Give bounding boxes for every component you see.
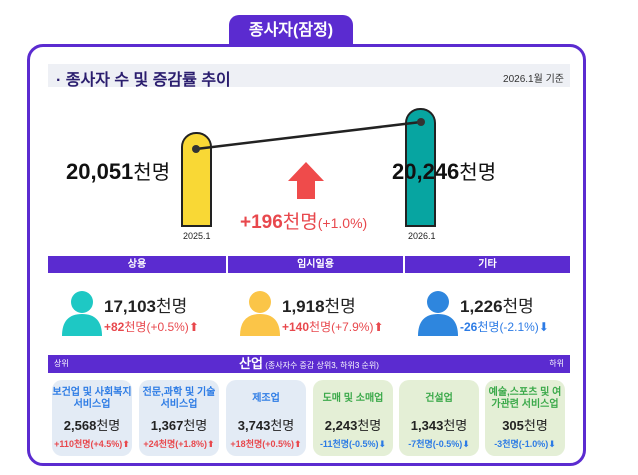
- total-change: +196천명(+1.0%): [240, 212, 368, 233]
- type-change: +82천명(+0.5%)⬆: [104, 320, 199, 334]
- industry-card: 전문,과학 및 기술 서비스업 1,367천명 +24천명(+1.8%)⬆: [139, 380, 219, 456]
- up-arrow-icon: ⬆: [373, 320, 384, 334]
- prev-total: 20,051천명: [66, 159, 171, 184]
- industry-card: 도매 및 소매업 2,243천명 -11천명(-0.5%)⬇: [313, 380, 393, 456]
- up-arrow-icon: ⬆: [207, 439, 215, 449]
- industry-change: -11천명(-0.5%)⬇: [319, 439, 387, 449]
- industry-name: 건설업: [425, 393, 453, 404]
- curr-bar: [405, 108, 436, 227]
- type-value: 17,103천명: [104, 297, 188, 316]
- up-arrow-icon: ⬆: [122, 439, 130, 449]
- industry-name: 예술,스포츠 및 여가관련 서비스업: [488, 387, 562, 410]
- up-arrow-icon: ⬆: [188, 320, 199, 334]
- bottom-label: 하위: [549, 359, 564, 368]
- curr-label: 2026.1: [408, 231, 436, 241]
- industry-change: +18천명(+0.5%)⬆: [230, 439, 302, 449]
- industry-change: +24천명(+1.8%)⬆: [143, 439, 215, 449]
- type-value: 1,226천명: [460, 297, 534, 316]
- industry-card: 건설업 1,343천명 -7천명(-0.5%)⬇: [399, 380, 479, 456]
- industry-card: 제조업 3,743천명 +18천명(+0.5%)⬆: [226, 380, 306, 456]
- curr-total: 20,246천명: [392, 159, 497, 184]
- up-arrow-icon: ⬆: [294, 439, 302, 449]
- industry-title: 산업: [239, 356, 263, 371]
- type-header-other: 기타: [405, 256, 570, 273]
- industry-value: 2,568천명: [63, 418, 121, 433]
- industry-header: 상위 산업 (종사자수 증감 상위3, 하위3 순위) 하위: [48, 355, 570, 373]
- reference-date: 2026.1월 기준: [503, 74, 564, 85]
- section-title: · 종사자 수 및 증감률 추이: [56, 72, 231, 89]
- industry-card: 보건업 및 사회복지 서비스업 2,568천명 +110천명(+4.5%)⬆: [52, 380, 132, 456]
- prev-dot: [192, 145, 200, 153]
- prev-label: 2025.1: [183, 231, 211, 241]
- person-icon: [418, 291, 458, 336]
- industry-card: 예술,스포츠 및 여가관련 서비스업 305천명 -3천명(-1.0%)⬇: [485, 380, 565, 456]
- type-change: +140천명(+7.9%)⬆: [282, 320, 384, 334]
- person-icon: [240, 291, 280, 336]
- industry-value: 1,367천명: [150, 418, 208, 433]
- down-arrow-icon: ⬇: [462, 439, 470, 449]
- industry-value: 1,343천명: [410, 418, 468, 433]
- industry-change: +110천명(+4.5%)⬆: [54, 439, 130, 449]
- industry-name: 보건업 및 사회복지 서비스업: [52, 387, 132, 410]
- down-arrow-icon: ⬇: [538, 320, 549, 334]
- title-bar: [48, 64, 570, 87]
- industry-name: 제조업: [252, 393, 280, 404]
- industry-value: 3,743천명: [237, 418, 295, 433]
- type-value: 1,918천명: [282, 297, 356, 316]
- person-icon: [62, 291, 102, 336]
- curr-dot: [417, 118, 425, 126]
- industry-value: 305천명: [502, 418, 548, 433]
- industry-name: 전문,과학 및 기술 서비스업: [142, 387, 216, 410]
- up-arrow-icon: [288, 162, 324, 199]
- type-change: -26천명(-2.1%)⬇: [460, 320, 549, 334]
- industry-change: -3천명(-1.0%)⬇: [494, 439, 556, 449]
- top-label: 상위: [54, 359, 69, 368]
- type-header-regular: 상용: [48, 256, 226, 273]
- down-arrow-icon: ⬇: [378, 439, 387, 449]
- section-tab: 종사자(잠정): [229, 15, 353, 46]
- industry-name: 도매 및 소매업: [322, 393, 384, 404]
- industry-value: 2,243천명: [324, 418, 382, 433]
- down-arrow-icon: ⬇: [548, 439, 556, 449]
- content-panel: [27, 44, 586, 466]
- type-header-temporary: 임시일용: [228, 256, 403, 273]
- industry-subtitle: (종사자수 증감 상위3, 하위3 순위): [265, 361, 379, 370]
- industry-change: -7천명(-0.5%)⬇: [408, 439, 470, 449]
